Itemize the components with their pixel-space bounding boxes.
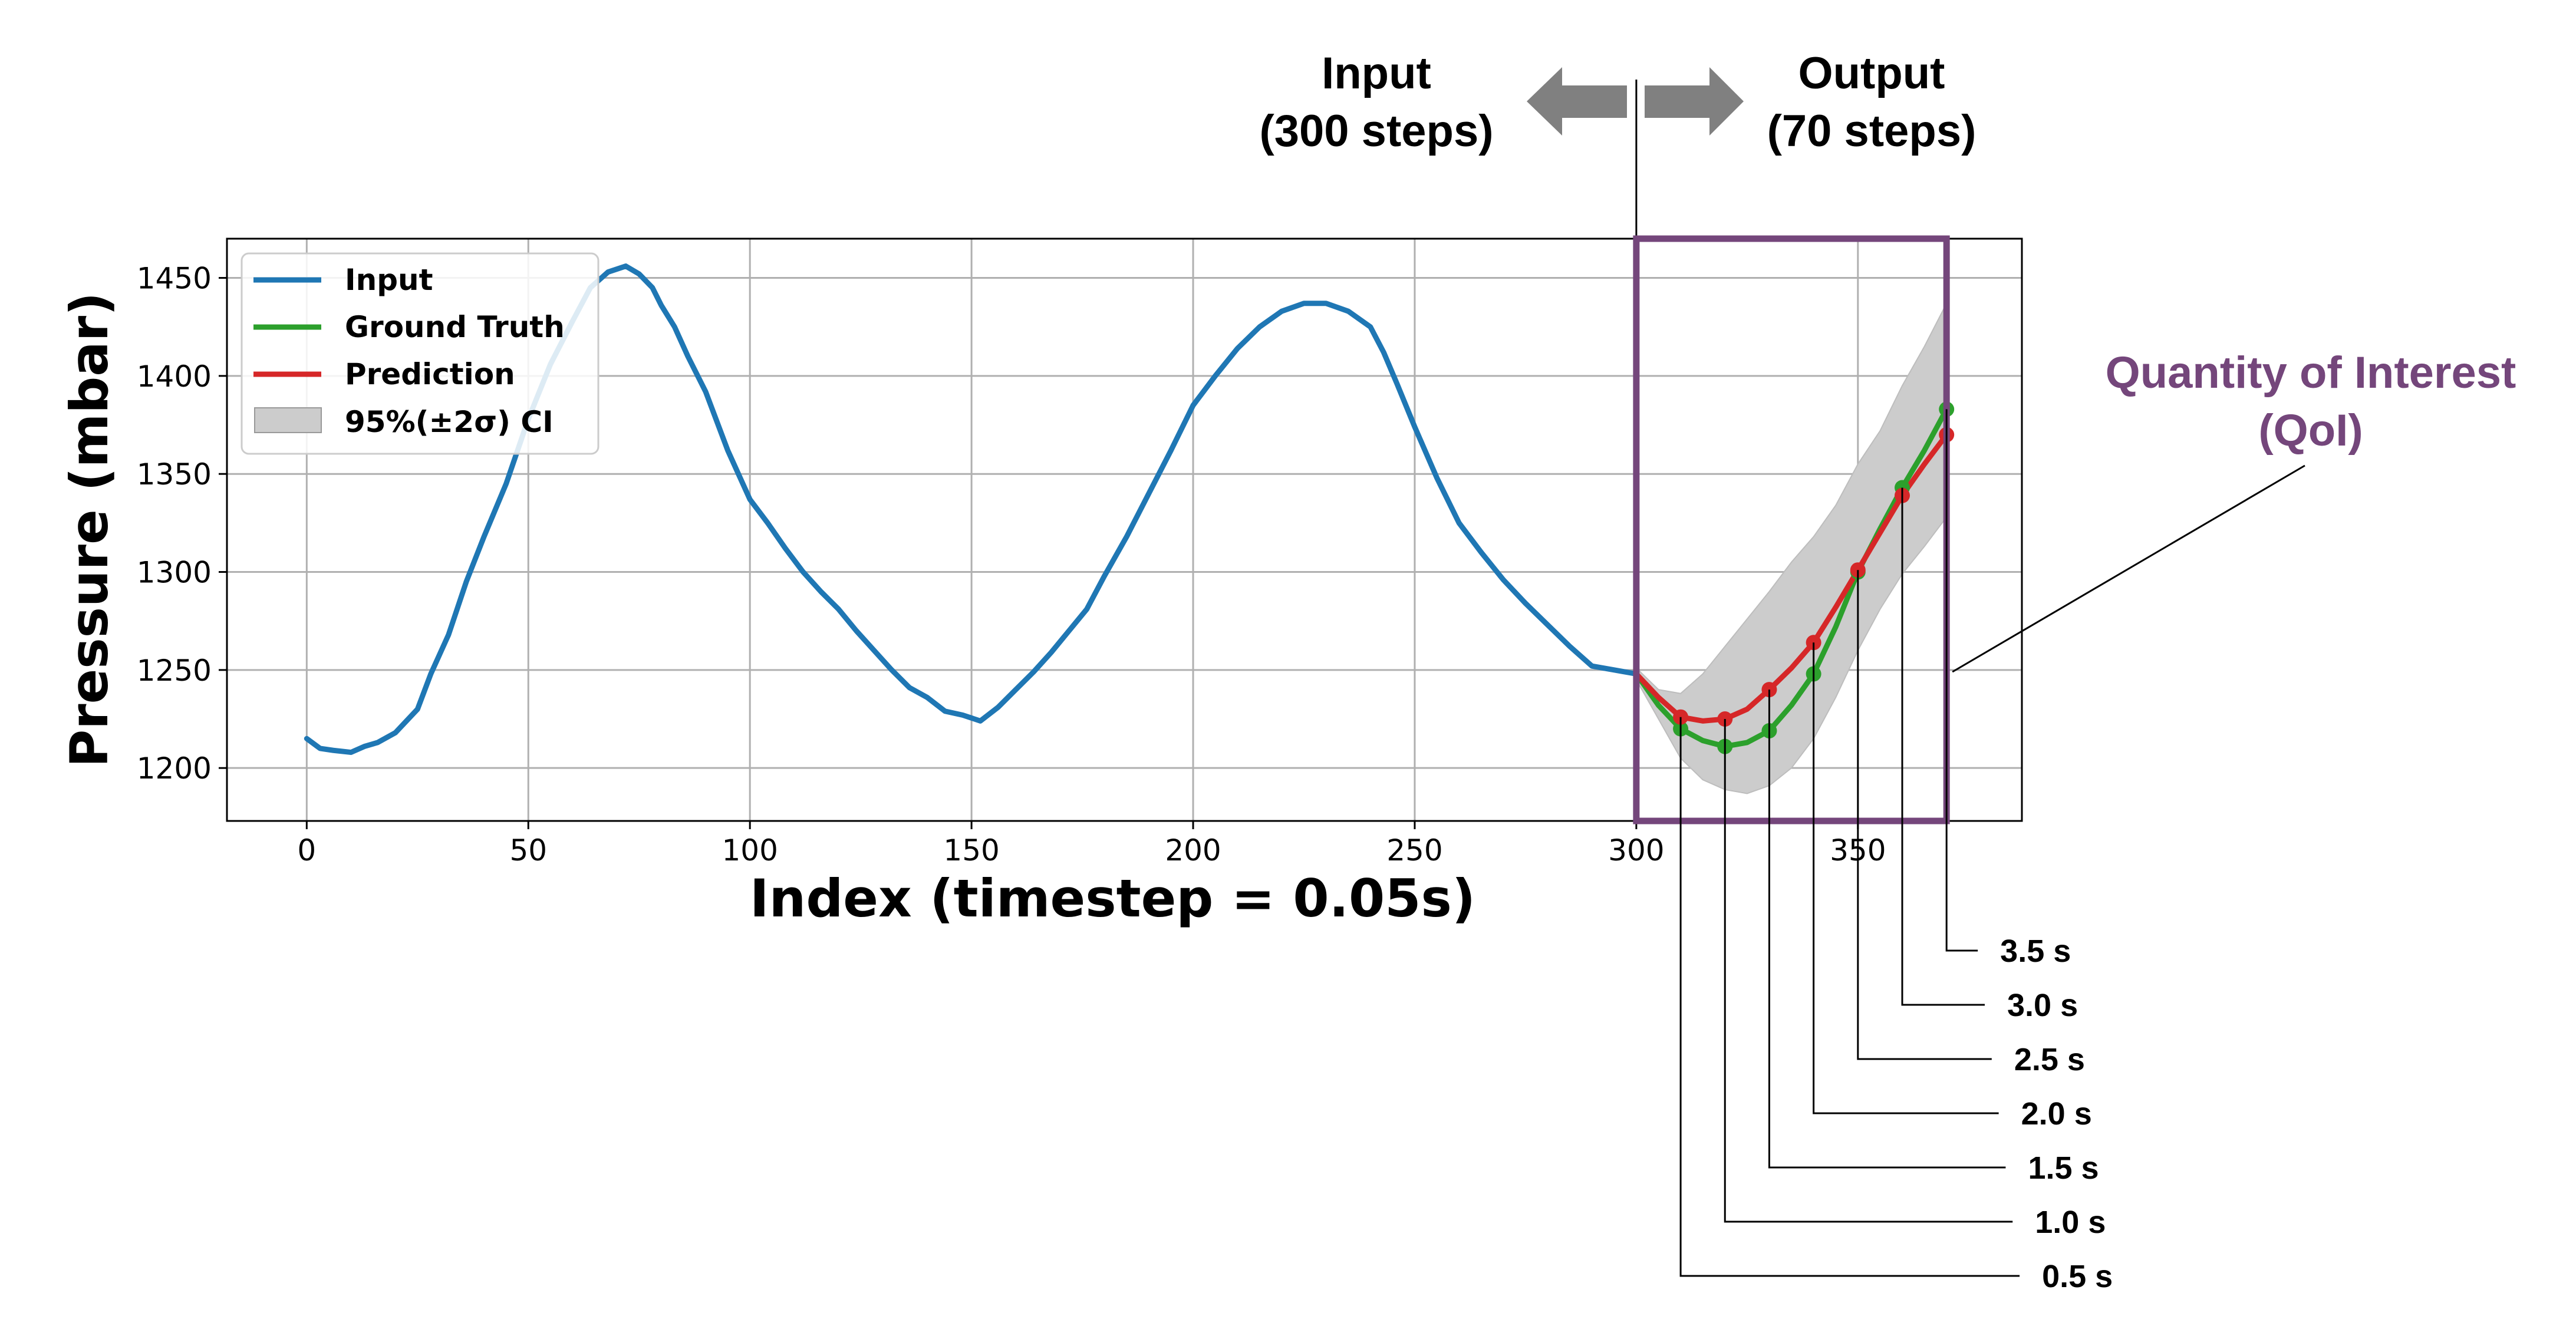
x-tick-label: 50: [509, 833, 547, 867]
qoi-leader-line: [1768, 690, 2006, 1169]
qoi-leader-line: [1679, 717, 2020, 1277]
left-arrow-icon: [1527, 67, 1627, 136]
x-tick-label: 0: [297, 833, 316, 867]
y-tick-label: 1400: [137, 359, 212, 394]
qoi-pointer-line: [1952, 464, 2305, 673]
input-label-line1: Input: [1322, 48, 1431, 98]
legend-label-input: Input: [345, 263, 433, 297]
input-label-line2: (300 steps): [1259, 106, 1493, 156]
input-series-line: [304, 263, 1639, 756]
qoi-leader-line: [1724, 719, 2013, 1223]
right-arrow-icon: [1645, 67, 1744, 136]
qoi-time-label: 2.0 s: [2021, 1096, 2092, 1132]
legend-label-ci: 95%(±2σ) CI: [345, 405, 554, 439]
qoi-label-line1: Quantity of Interest: [2106, 348, 2516, 398]
qoi-leader-line: [1857, 570, 1992, 1060]
y-tick-label: 1300: [137, 556, 212, 590]
qoi-time-label: 1.5 s: [2028, 1150, 2099, 1186]
qoi-time-label: 1.0 s: [2035, 1205, 2106, 1240]
plot-frame: [226, 238, 2023, 822]
qoi-label-line2: (QoI): [2258, 405, 2363, 456]
input-output-annotation: Input (300 steps) Output (70 steps): [1259, 48, 1976, 239]
qoi-time-label: 3.0 s: [2007, 988, 2078, 1023]
legend: Input Ground Truth Prediction 95%(±2σ) C…: [241, 252, 599, 455]
qoi-leader-line: [1945, 409, 1978, 952]
x-tick-label: 100: [722, 833, 778, 867]
x-tick-label: 250: [1386, 833, 1442, 867]
x-tick-label: 150: [943, 833, 999, 867]
qoi-leader-line: [1901, 487, 1985, 1006]
legend-swatch-ci: [254, 407, 322, 433]
qoi-time-labels: 0.5 s 1.0 s 1.5 s 2.0 s 2.5 s 3.0 s 3.5 s: [1679, 409, 2113, 1294]
qoi-leader-line: [1813, 642, 1999, 1114]
legend-label-prediction: Prediction: [345, 357, 515, 391]
axis-ticks: 0 50 100 150 200 250 300 3501200125013001350140…: [137, 262, 1886, 867]
output-label-line2: (70 steps): [1767, 106, 1977, 156]
output-label-line1: Output: [1798, 48, 1945, 98]
qoi-time-label: 2.5 s: [2014, 1042, 2085, 1077]
x-tick-label: 200: [1165, 833, 1221, 867]
y-axis-title: Pressure (mbar): [59, 292, 120, 768]
ground-truth-series-line: [1633, 406, 1949, 750]
legend-label-ground-truth: Ground Truth: [345, 310, 565, 344]
x-tick-label: 300: [1608, 833, 1664, 867]
y-tick-label: 1200: [137, 751, 212, 786]
y-tick-label: 1450: [137, 262, 212, 296]
qoi-time-label: 3.5 s: [2000, 934, 2071, 969]
qoi-time-label: 0.5 s: [2042, 1259, 2113, 1294]
y-tick-label: 1250: [137, 654, 212, 688]
x-axis-title: Index (timestep = 0.05s): [750, 868, 1475, 929]
y-tick-label: 1350: [137, 457, 212, 492]
